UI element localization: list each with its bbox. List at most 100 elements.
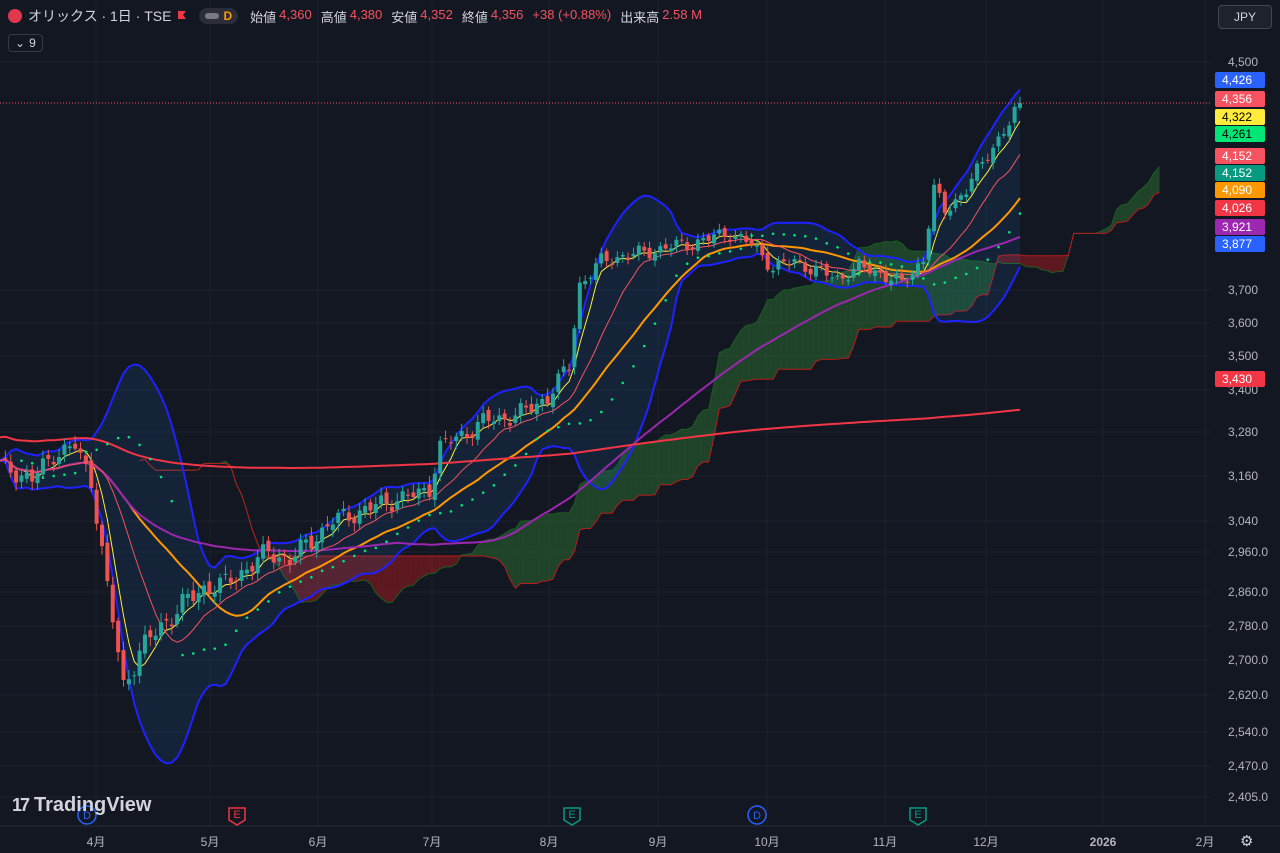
sar-dot [793, 233, 796, 237]
sar-dot [739, 247, 743, 251]
sar-dot [224, 643, 227, 647]
status-pill[interactable]: D [199, 8, 239, 24]
candle-body [695, 239, 700, 251]
open-value: 4,360 [279, 6, 312, 22]
cloud-segment [1014, 254, 1020, 264]
cloud-segment [681, 429, 688, 480]
cloud-segment [547, 514, 553, 581]
candle-body [529, 404, 534, 412]
candle-body [110, 584, 115, 623]
currency-selector[interactable]: JPY [1218, 5, 1272, 29]
candle-body [309, 535, 314, 549]
cloud-segment [896, 240, 902, 322]
sar-dot [922, 277, 925, 280]
x-tick-label: 2026 [1090, 835, 1117, 849]
cloud-segment [1105, 225, 1112, 234]
candle-body [980, 162, 985, 164]
candle-body [524, 405, 529, 408]
y-tick-label: 2,405.0 [1228, 790, 1268, 804]
cloud-segment [542, 514, 548, 582]
candle-body [368, 502, 373, 511]
price-label-text: 4,090 [1222, 183, 1252, 197]
settings-gear-icon[interactable]: ⚙ [1240, 833, 1254, 850]
sar-dot [20, 459, 23, 462]
change-value: +38 (+0.88%) [532, 6, 612, 22]
candle-body [164, 618, 169, 621]
candle-body [615, 257, 620, 263]
candle-body [846, 280, 851, 282]
cloud-segment [424, 555, 430, 577]
candle-body [712, 234, 716, 244]
cloud-segment [660, 434, 666, 485]
cloud-segment [343, 555, 349, 583]
sar-dot [299, 580, 302, 583]
candle-body [550, 393, 555, 408]
price-label-badge [1215, 236, 1265, 252]
sar-dot [889, 263, 893, 266]
sar-dot [363, 549, 367, 553]
candle-body [583, 280, 588, 285]
cloud-segment [837, 272, 843, 360]
cloud-segment [875, 243, 881, 327]
sar-dot [159, 475, 163, 479]
sar-dot [514, 464, 517, 467]
candle-body [363, 505, 368, 513]
candle-body [438, 440, 443, 474]
sar-dot [803, 234, 807, 238]
volume-label: 出来高 [620, 9, 660, 25]
sar-dot [342, 559, 345, 563]
sar-dot [879, 261, 882, 264]
candle-body [610, 263, 614, 265]
cloud-segment [971, 260, 978, 307]
sar-dot [395, 532, 399, 536]
y-tick-label: 2,700.0 [1228, 653, 1268, 667]
x-tick-label: 12月 [973, 835, 998, 849]
price-label-badge [1215, 126, 1265, 142]
cloud-segment [1009, 254, 1015, 264]
candle-body [577, 282, 582, 330]
cloud-segment [1046, 255, 1053, 273]
sar-dot [481, 491, 485, 494]
sar-dot [632, 365, 635, 368]
sar-dot [546, 429, 549, 433]
sar-dot [41, 476, 45, 479]
tradingview-logo[interactable]: 17 TradingView [12, 794, 151, 817]
legend-toggle-button[interactable]: ⌄ 9 [8, 34, 43, 52]
price-label-badge [1215, 182, 1265, 198]
candle-body [540, 399, 545, 405]
y-axis: 4,5003,7003,6003,5003,4003,2803,1603,040… [1228, 55, 1268, 804]
tradingview-logo-icon: 17 [12, 795, 30, 815]
sar-dot [52, 474, 55, 478]
sar-dot [503, 473, 506, 477]
dividend-event-icon [77, 805, 97, 825]
candle-body [840, 275, 845, 279]
cloud-segment [1052, 255, 1058, 273]
candle-body [395, 501, 400, 510]
candle-body [948, 210, 953, 216]
y-tick-label: 3,500 [1228, 349, 1258, 363]
flag-icon[interactable] [177, 10, 187, 22]
cloud-segment [740, 325, 747, 382]
sar-dot [599, 410, 603, 414]
candle-body [207, 581, 212, 594]
cloud-segment [724, 348, 731, 408]
cloud-segment [429, 555, 435, 574]
cloud-segment [939, 253, 945, 315]
candle-body [674, 239, 679, 247]
candle-body [534, 403, 539, 415]
candle-body [996, 136, 1001, 147]
symbol-title[interactable]: オリックス · 1日 · TSE [28, 8, 172, 24]
sar-dot [685, 262, 689, 266]
candle-body [491, 421, 496, 425]
cloud-segment [1154, 166, 1160, 195]
candle-body [51, 461, 56, 465]
candle-body [513, 415, 518, 423]
candle-body [298, 539, 303, 557]
cloud-segment [295, 555, 301, 603]
symbol-logo-icon [8, 9, 22, 23]
cloud-segment [504, 530, 510, 580]
indicator-count: 9 [29, 36, 36, 50]
close-value: 4,356 [490, 6, 524, 22]
sar-dot [696, 256, 700, 259]
